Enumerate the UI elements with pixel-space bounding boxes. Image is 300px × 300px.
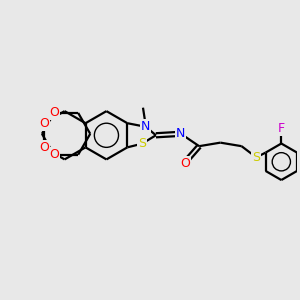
Text: O: O	[180, 157, 190, 170]
Text: N: N	[141, 120, 151, 133]
Text: O: O	[39, 141, 49, 154]
Text: O: O	[49, 106, 59, 119]
Text: S: S	[138, 137, 146, 150]
Text: N: N	[176, 127, 186, 140]
Text: O: O	[49, 148, 59, 161]
Text: S: S	[252, 151, 260, 164]
Text: F: F	[278, 122, 285, 135]
Text: O: O	[39, 117, 49, 130]
